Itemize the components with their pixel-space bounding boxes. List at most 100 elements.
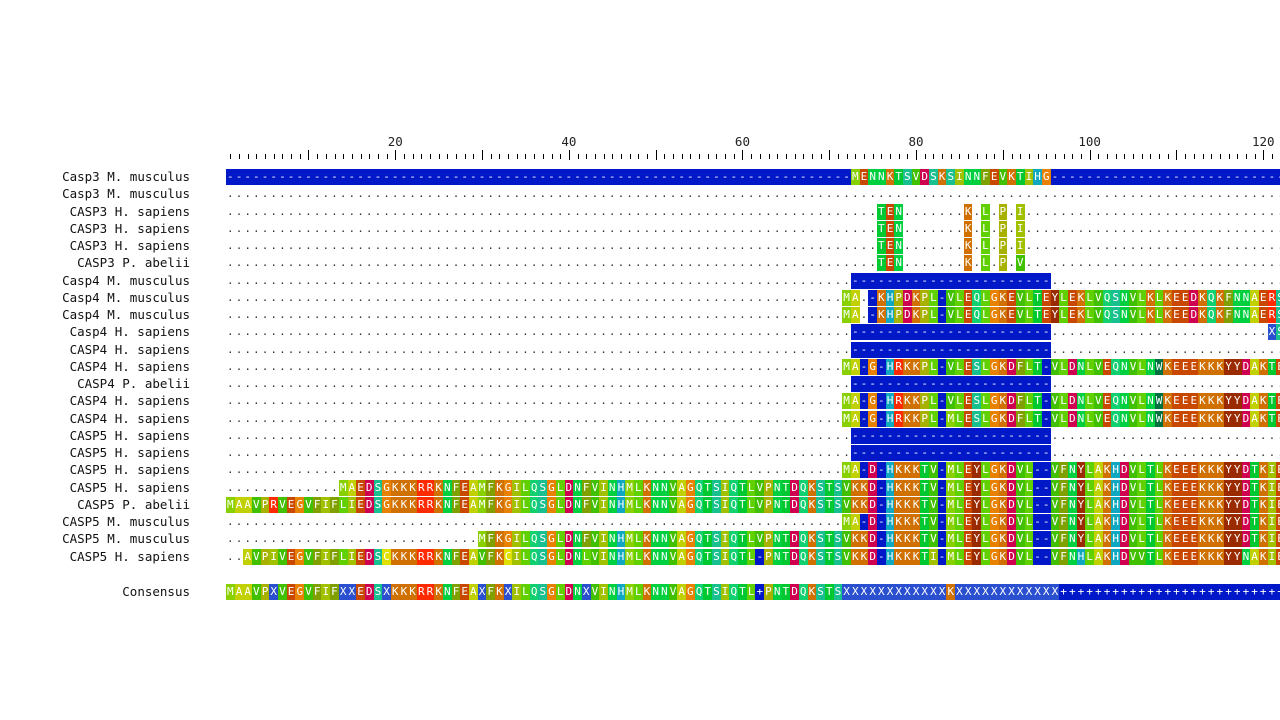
residue-cell: . [904,204,911,218]
residue-cell: . [765,290,772,304]
residue-cell: T [738,584,747,600]
sequence-row[interactable]: ........................................… [226,238,1280,254]
residue-cell: + [1067,584,1077,600]
sequence-row[interactable]: ........................................… [226,272,1280,289]
residue-cell: . [782,256,790,270]
sequence-row[interactable]: ----------------------------------------… [226,169,1280,185]
residue-cell: V [998,169,1008,185]
ruler-minor-tick [594,154,596,159]
residue-cell: E [1189,358,1199,375]
sequence-row[interactable]: ........................................… [226,358,1280,375]
sequence-name[interactable]: CASP5 H. sapiens [69,462,190,478]
residue-cell: . [322,256,330,270]
sequence-name[interactable]: CASP5 M. musculus [62,531,190,547]
sequence-row[interactable]: ........................................… [226,307,1280,323]
sequence-name[interactable]: CASP4 H. sapiens [69,341,190,357]
sequence-name[interactable]: CASP3 P. abelii [77,255,190,271]
residue-cell: . [244,204,251,218]
sequence-row[interactable]: ........................................… [226,514,1280,530]
sequence-name[interactable]: CASP5 M. musculus [62,514,190,529]
sequence-row[interactable]: ........................................… [226,289,1280,306]
residue-cell: V [1128,307,1138,323]
sequence-name[interactable]: CASP4 H. sapiens [69,393,190,409]
residue-cell: . [470,239,477,252]
residue-cell: Q [529,531,539,548]
residue-cell: . [331,290,338,304]
sequence-row[interactable]: ........................................… [226,376,1280,392]
residue-cell: . [253,256,260,270]
residue-cell: . [426,532,434,546]
residue-cell: . [1259,204,1267,218]
ruler-minor-tick [837,154,839,159]
residue-cell: . [487,515,495,528]
sequence-name[interactable]: CASP4 H. sapiens [69,410,190,426]
sequence-name[interactable]: Casp3 M. musculus [62,186,190,202]
residue-cell: . [860,187,868,201]
residue-cell: . [773,394,781,408]
residue-cell: . [1008,204,1015,218]
residue-cell: . [1233,377,1241,390]
sequence-row[interactable]: ........................................… [226,220,1280,237]
residue-cell: F [1059,514,1068,530]
sequence-row[interactable]: ........................................… [226,255,1280,272]
residue-cell: . [1155,187,1163,201]
residue-cell: . [1233,256,1241,270]
sequence-name[interactable]: Casp4 M. musculus [62,289,190,305]
sequence-name[interactable]: Casp4 M. musculus [62,272,190,288]
residue-cell: . [1276,342,1280,358]
sequence-row[interactable]: ........................................… [226,462,1280,479]
sequence-name[interactable]: Casp4 H. sapiens [69,324,190,340]
residue-cell: . [1173,187,1180,201]
residue-cell: . [1077,377,1085,390]
sequence-name[interactable]: CASP4 P. abelii [77,376,190,391]
sequence-row[interactable]: ........................................… [226,445,1280,461]
sequence-row[interactable]: ........................................… [226,393,1280,410]
sequence-name[interactable]: CASP5 H. sapiens [69,548,190,564]
sequence-name[interactable]: CASP4 H. sapiens [69,358,190,374]
residue-cell: Y [1232,548,1242,565]
sequence-row[interactable]: ........................................… [226,203,1280,220]
residue-cell: . [747,428,755,442]
residue-cell: . [791,377,798,390]
residue-cell: A [677,548,687,565]
residue-cell: . [634,204,642,218]
sequence-row[interactable]: ........................................… [226,427,1280,444]
sequence-row[interactable]: ........................................… [226,324,1280,341]
residue-cell: . [496,428,503,442]
sequence-row[interactable]: ........................................… [226,341,1280,358]
sequence-name[interactable]: Casp3 M. musculus [62,169,190,184]
sequence-name[interactable]: CASP5 P. abelii [77,496,190,512]
sequence-name[interactable]: CASP3 H. sapiens [69,220,190,236]
residue-cell: . [496,273,503,287]
sequence-name[interactable]: CASP3 H. sapiens [69,203,190,219]
residue-cell: . [1199,221,1206,235]
residue-cell: . [782,446,790,459]
sequence-name[interactable]: CASP3 H. sapiens [69,238,190,253]
sequence-name[interactable]: CASP5 H. sapiens [69,445,190,460]
residue-cell: - [920,376,930,392]
residue-cell: . [417,446,425,459]
residue-cell: . [652,273,659,287]
residue-cell: . [582,359,590,373]
residue-cell: . [730,446,738,459]
residue-cell: D [868,496,877,513]
sequence-name[interactable]: Casp4 M. musculus [62,307,190,322]
sequence-name[interactable]: CASP5 H. sapiens [69,427,190,443]
residue-cell: - [1120,169,1129,185]
sequence-name[interactable]: Consensus [122,584,190,599]
residue-cell: . [1060,221,1067,235]
residue-cell: . [444,204,451,218]
sequence-row[interactable]: ........................................… [226,186,1280,202]
sequence-row[interactable]: ........................................… [226,410,1280,427]
sequence-name[interactable]: CASP5 H. sapiens [69,479,190,495]
residue-cell: H [885,358,895,375]
residue-cell: T [703,479,713,496]
residue-cell: . [574,446,581,459]
residue-cell: . [244,446,251,459]
ruler-minor-tick [785,154,787,159]
